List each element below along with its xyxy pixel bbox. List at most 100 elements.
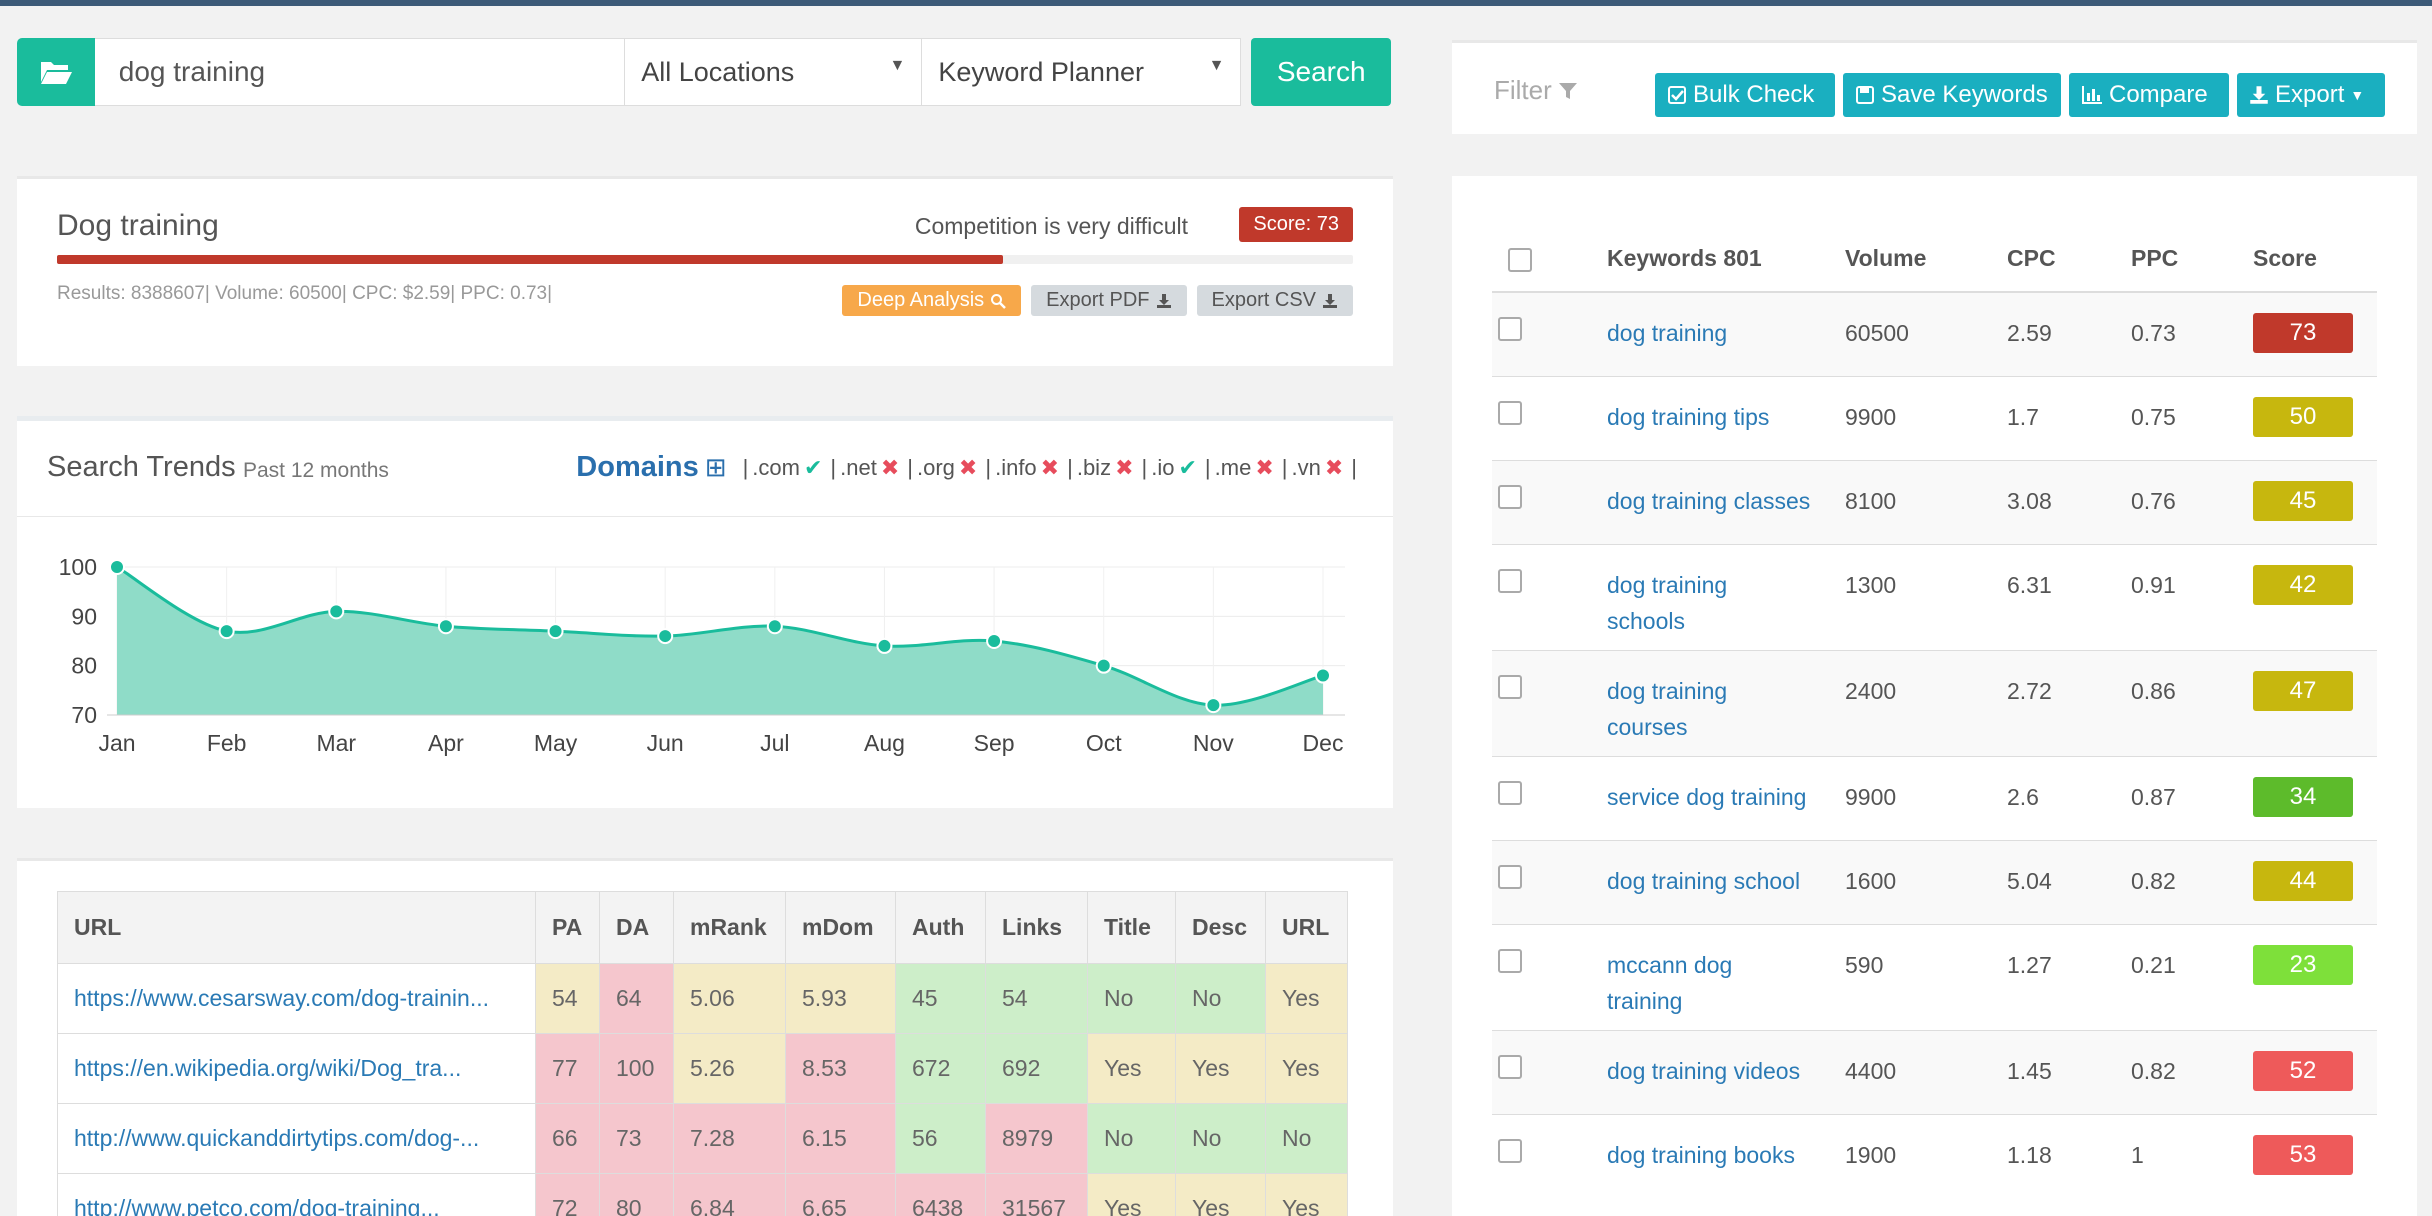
row-checkbox[interactable] (1498, 317, 1522, 341)
row-select-cell (1492, 1113, 1607, 1198)
top-accent-bar (0, 0, 2432, 6)
search-input[interactable] (94, 38, 626, 106)
url-link[interactable]: https://www.cesarsway.com/dog-trainin... (74, 985, 489, 1011)
row-select-cell (1492, 459, 1607, 544)
metric-cell: 692 (985, 1033, 1088, 1104)
row-checkbox[interactable] (1498, 864, 1522, 889)
keyword-link[interactable]: dog training school (1607, 867, 1801, 894)
keyword-link[interactable]: mccann dog training (1607, 951, 1733, 1014)
score-cell: 47 (2253, 649, 2377, 756)
caret-down-icon: ▼ (889, 57, 906, 74)
url-table-header[interactable]: mRank (673, 891, 786, 964)
keyword-link[interactable]: dog training classes (1607, 487, 1811, 514)
row-checkbox[interactable] (1498, 1138, 1522, 1163)
select-all-checkbox[interactable] (1508, 247, 1532, 272)
row-checkbox[interactable] (1498, 484, 1522, 509)
keywords-table-header[interactable]: Keywords 801 (1607, 226, 1845, 293)
save-keywords-label: Save Keywords (1881, 81, 2048, 108)
keywords-table-header[interactable]: PPC (2131, 226, 2253, 293)
url-table-header[interactable]: URL (1265, 891, 1348, 964)
url-table-header[interactable]: Auth (895, 891, 986, 964)
keyword-link[interactable]: dog training videos (1607, 1057, 1801, 1084)
metric-cell: No (1265, 1103, 1348, 1174)
url-table-header[interactable]: PA (535, 891, 600, 964)
download-icon (1323, 293, 1337, 308)
keyword-cell: dog training courses (1607, 649, 1845, 756)
keyword-link[interactable]: service dog training (1607, 783, 1807, 810)
export-csv-label: Export CSV (1211, 289, 1316, 311)
export-dropdown-button[interactable]: Export ▼ (2237, 73, 2385, 117)
keywords-table-header[interactable]: Volume (1845, 226, 2007, 293)
metric-cell: Yes (1175, 1173, 1266, 1216)
plus-square-icon[interactable]: ⊞ (704, 452, 727, 482)
tool-select[interactable]: Keyword Planner ▼ (922, 38, 1242, 106)
compare-label: Compare (2109, 81, 2208, 108)
keyword-row: dog training classes 8100 3.08 0.76 45 (1492, 459, 2377, 544)
score-badge: 53 (2253, 1134, 2353, 1175)
keyword-link[interactable]: dog training tips (1607, 403, 1770, 430)
keywords-table-header[interactable]: CPC (2007, 226, 2131, 293)
save-keywords-button[interactable]: Save Keywords (1843, 73, 2061, 117)
trend-point-dec (1315, 667, 1331, 684)
filter-label: Filter (1494, 75, 1552, 105)
filter-button[interactable]: Filter (1494, 75, 1578, 106)
row-checkbox[interactable] (1498, 568, 1522, 593)
metric-cell: 8979 (985, 1103, 1088, 1174)
url-table-header[interactable]: mDom (785, 891, 896, 964)
export-csv-button[interactable]: Export CSV (1196, 285, 1353, 316)
keyword-cell: dog training (1607, 291, 1845, 376)
search-button[interactable]: Search (1251, 38, 1392, 106)
metric-cell: 77 (535, 1033, 600, 1104)
bulk-check-button[interactable]: Bulk Check (1655, 73, 1835, 117)
row-checkbox[interactable] (1498, 674, 1522, 699)
metric-cell: 73 (599, 1103, 674, 1174)
row-select-cell (1492, 543, 1607, 650)
export-pdf-button[interactable]: Export PDF (1031, 285, 1187, 316)
keywords-table-header[interactable]: Score (2253, 226, 2377, 293)
row-checkbox[interactable] (1498, 780, 1522, 805)
domains-availability: Domains ⊞ | .com ✔ | .net ✖ | .org ✖ | .info ✖ | .bi… (576, 451, 1357, 483)
keyword-cell: dog training books (1607, 1113, 1845, 1198)
row-select-cell (1492, 375, 1607, 460)
location-select[interactable]: All Locations ▼ (625, 38, 923, 106)
ppc-cell: 0.82 (2131, 839, 2253, 924)
url-table-header[interactable]: Desc (1175, 891, 1266, 964)
keyword-row: dog training schools 1300 6.31 0.91 42 (1492, 543, 2377, 650)
row-checkbox[interactable] (1498, 400, 1522, 425)
score-badge: 52 (2253, 1050, 2353, 1091)
keyword-link[interactable]: dog training books (1607, 1141, 1795, 1168)
table-row: https://www.cesarsway.com/dog-trainin...… (57, 963, 1348, 1034)
metric-cell: Yes (1087, 1173, 1176, 1216)
url-table-header[interactable]: URL (57, 891, 536, 964)
url-link[interactable]: http://www.quickanddirtytips.com/dog-... (74, 1125, 480, 1151)
url-link[interactable]: https://en.wikipedia.org/wiki/Dog_tra... (74, 1055, 462, 1081)
deep-analysis-button[interactable]: Deep Analysis (842, 285, 1022, 316)
url-link[interactable]: http://www.petco.com/dog-training... (74, 1195, 440, 1216)
keyword-row: dog training 60500 2.59 0.73 73 (1492, 291, 2377, 376)
row-checkbox[interactable] (1498, 1054, 1522, 1079)
folder-open-icon[interactable] (17, 38, 95, 106)
url-table-header[interactable]: Links (985, 891, 1088, 964)
keyword-link[interactable]: dog training (1607, 320, 1728, 346)
url-link-cell[interactable]: https://www.cesarsway.com/dog-trainin... (57, 963, 536, 1034)
url-link-cell[interactable]: http://www.petco.com/dog-training... (57, 1173, 536, 1216)
cpc-cell: 2.72 (2007, 649, 2131, 756)
url-table-header[interactable]: DA (599, 891, 674, 964)
cpc-cell: 1.18 (2007, 1113, 2131, 1198)
row-checkbox[interactable] (1498, 948, 1522, 973)
domain-biz: .biz (1076, 454, 1112, 480)
url-table-header[interactable]: Title (1087, 891, 1176, 964)
metric-cell: 6438 (895, 1173, 986, 1216)
row-select-cell (1492, 839, 1607, 924)
volume-cell: 9900 (1845, 755, 2007, 840)
compare-button[interactable]: Compare (2069, 73, 2229, 117)
url-link-cell[interactable]: https://en.wikipedia.org/wiki/Dog_tra... (57, 1033, 536, 1104)
domains-label[interactable]: Domains (576, 451, 699, 483)
x-tick-label: Jun (647, 730, 684, 756)
metric-cell: 54 (535, 963, 600, 1034)
url-link-cell[interactable]: http://www.quickanddirtytips.com/dog-... (57, 1103, 536, 1174)
keyword-link[interactable]: dog training schools (1607, 571, 1728, 634)
score-cell: 45 (2253, 459, 2377, 544)
cross-icon: ✖ (1324, 454, 1344, 480)
keyword-link[interactable]: dog training courses (1607, 677, 1728, 740)
